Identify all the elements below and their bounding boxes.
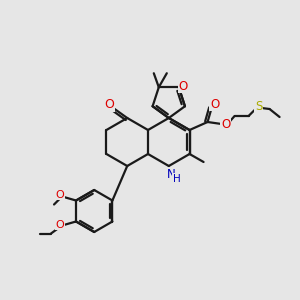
Text: O: O — [56, 220, 64, 230]
Text: O: O — [178, 80, 188, 93]
Text: N: N — [167, 169, 175, 182]
Text: S: S — [255, 100, 262, 113]
Text: O: O — [104, 98, 114, 112]
Text: O: O — [56, 190, 64, 200]
Text: H: H — [173, 174, 181, 184]
Text: O: O — [210, 98, 219, 110]
Text: O: O — [221, 118, 230, 130]
